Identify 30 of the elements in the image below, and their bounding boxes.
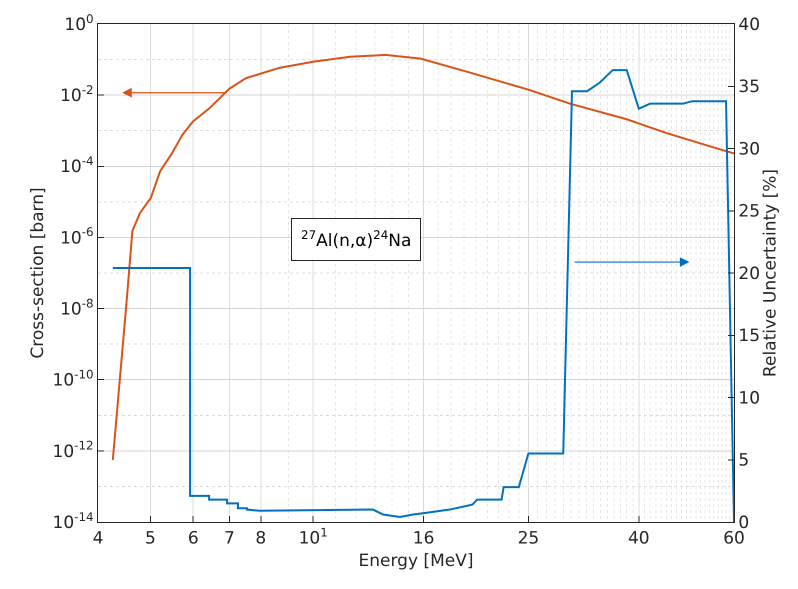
x-tick-label: 25	[518, 528, 540, 548]
x-tick-label: 10$^{1}$	[298, 525, 328, 548]
y2-tick-label: 15	[738, 326, 760, 346]
y-tick-label: 10$^{-4}$	[60, 154, 94, 178]
y-tick-label: 10$^{-6}$	[60, 225, 94, 248]
y2-axis-title: Relative Uncertainty [%]	[760, 168, 780, 378]
y2-tick-label: 25	[738, 202, 760, 222]
y-tick-label: 10$^{-8}$	[60, 296, 94, 320]
x-tick-label: 40	[628, 528, 650, 548]
x-axis-title: Energy [MeV]	[358, 550, 474, 571]
y2-tick-label: 35	[738, 77, 760, 98]
x-tick-label: 8	[255, 528, 266, 548]
x-tick-label: 6	[188, 528, 199, 548]
y-tick-label: 10$^{-14}$	[52, 510, 94, 533]
x-tick-label: 60	[723, 528, 745, 548]
y-tick-label: 10$^{-12}$	[52, 438, 94, 462]
x-tick-label: 7	[224, 528, 235, 548]
x-tick-label: 5	[144, 528, 156, 548]
annotation: $^{27}$Al(n,α)$^{24}$Na	[301, 228, 412, 252]
x-tick-label: 16	[412, 528, 434, 548]
y2-tick-label: 20	[738, 264, 760, 284]
y2-tick-label: 30	[738, 139, 760, 160]
y2-tick-label: 40	[738, 14, 760, 35]
y2-tick-label: 10	[738, 388, 760, 408]
y-tick-label: 10$^{-2}$	[60, 82, 94, 106]
y2-tick-label: 5	[738, 450, 750, 471]
y-axis-title: Cross-section [barn]	[28, 187, 48, 359]
y-tick-label: 10$^{0}$	[64, 12, 94, 35]
x-tick-label: 4	[92, 528, 104, 548]
y-tick-label: 10$^{-10}$	[52, 368, 94, 391]
